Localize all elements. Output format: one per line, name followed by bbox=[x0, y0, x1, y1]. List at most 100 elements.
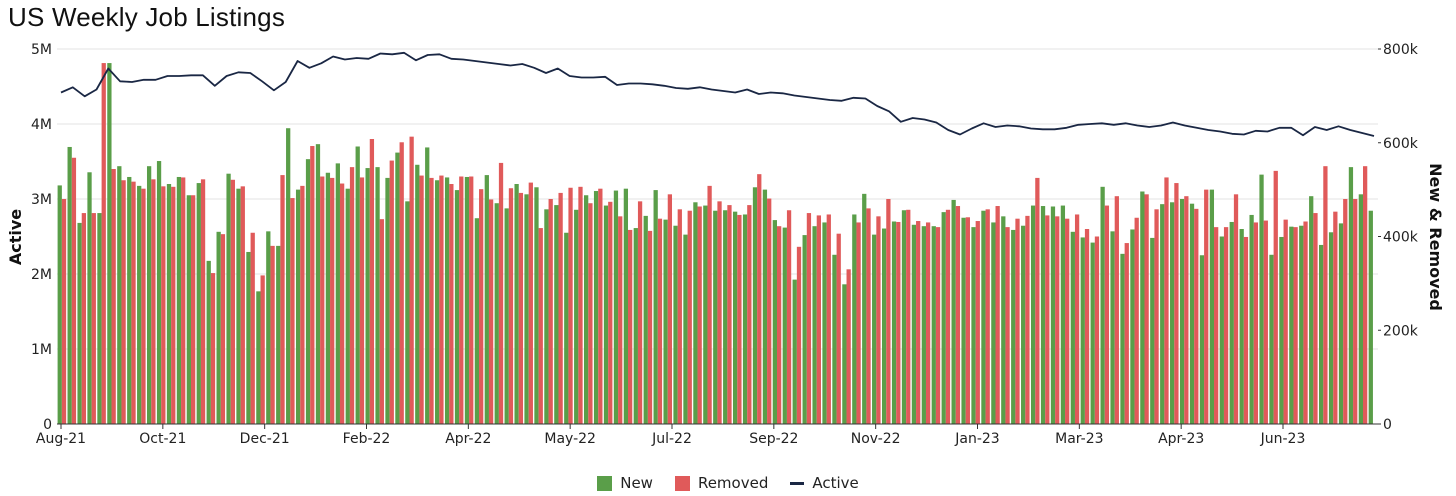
removed-bar bbox=[1134, 217, 1139, 424]
legend-item-active[interactable]: Active bbox=[790, 474, 859, 492]
y-right-tick-label: 200k bbox=[1383, 323, 1419, 339]
x-tick-label: Nov-22 bbox=[851, 431, 901, 447]
new-bar bbox=[1368, 210, 1373, 424]
removed-bar bbox=[220, 234, 226, 424]
removed-bar bbox=[767, 198, 772, 424]
new-bar bbox=[1011, 229, 1016, 424]
y-left-tick-label: 5M bbox=[31, 42, 52, 58]
new-bar bbox=[87, 172, 92, 424]
new-bar bbox=[931, 226, 936, 424]
new-bar bbox=[713, 210, 718, 424]
new-bar bbox=[127, 176, 132, 424]
new-bar bbox=[1110, 231, 1115, 424]
removed-bar bbox=[1045, 215, 1050, 424]
removed-bar bbox=[846, 269, 851, 424]
y-left-tick-label: 1M bbox=[31, 342, 52, 358]
removed-bar bbox=[111, 169, 116, 424]
new-swatch-icon bbox=[597, 475, 613, 491]
new-bar bbox=[603, 205, 609, 424]
new-bar bbox=[792, 279, 797, 424]
new-bar bbox=[723, 210, 728, 424]
legend-item-new[interactable]: New bbox=[597, 474, 653, 492]
new-bar bbox=[742, 214, 748, 424]
removed-bar bbox=[657, 218, 663, 424]
removed-bar bbox=[1214, 227, 1219, 424]
removed-bar bbox=[290, 198, 295, 424]
new-bar bbox=[554, 205, 559, 424]
removed-bar bbox=[588, 203, 593, 424]
removed-bar bbox=[1094, 236, 1100, 424]
new-bar bbox=[464, 176, 470, 424]
new-bar bbox=[852, 214, 857, 424]
removed-bar bbox=[637, 201, 643, 424]
new-bar bbox=[1189, 203, 1195, 424]
bar-series bbox=[57, 63, 1373, 424]
removed-bar bbox=[538, 228, 543, 424]
removed-bar bbox=[210, 273, 216, 424]
removed-bar bbox=[339, 183, 345, 424]
x-tick-label: Oct-21 bbox=[139, 431, 186, 447]
removed-bar bbox=[717, 201, 722, 424]
new-bar bbox=[186, 195, 191, 424]
new-bar bbox=[1100, 186, 1105, 424]
new-bar bbox=[1239, 229, 1244, 424]
new-bar bbox=[842, 284, 847, 424]
removed-bar bbox=[91, 213, 96, 424]
new-bar bbox=[484, 175, 489, 424]
new-bar bbox=[1050, 206, 1056, 424]
new-bar bbox=[345, 188, 350, 424]
removed-bar bbox=[1293, 227, 1298, 424]
new-bar bbox=[1309, 196, 1314, 424]
removed-bar bbox=[608, 201, 613, 424]
new-bar bbox=[1279, 236, 1284, 424]
new-bar bbox=[107, 63, 112, 424]
new-bar bbox=[623, 188, 629, 424]
removed-bar bbox=[1174, 183, 1179, 424]
removed-bar bbox=[886, 199, 891, 424]
removed-bar bbox=[836, 233, 841, 424]
removed-bar bbox=[985, 209, 990, 424]
removed-bar bbox=[628, 229, 633, 424]
removed-bar bbox=[995, 206, 1000, 424]
new-bar bbox=[911, 224, 917, 424]
new-bar bbox=[454, 190, 460, 424]
new-bar bbox=[137, 185, 142, 424]
new-bar bbox=[146, 166, 152, 424]
x-tick-label: Jul-22 bbox=[651, 431, 692, 447]
new-bar bbox=[1259, 174, 1264, 424]
x-tick-label: May-22 bbox=[544, 431, 596, 447]
removed-bar bbox=[896, 221, 901, 424]
removed-bar bbox=[876, 216, 881, 424]
new-bar bbox=[1328, 232, 1334, 424]
removed-bar bbox=[280, 175, 285, 424]
new-bar bbox=[494, 203, 499, 424]
removed-bar bbox=[1055, 216, 1060, 424]
new-bar bbox=[1319, 244, 1324, 424]
x-tick-label: Apr-23 bbox=[1158, 431, 1204, 447]
removed-bar bbox=[925, 222, 931, 424]
new-bar bbox=[206, 260, 211, 424]
removed-bar bbox=[737, 214, 742, 424]
removed-bar bbox=[131, 181, 136, 424]
new-bar bbox=[1090, 242, 1095, 424]
removed-bar bbox=[349, 167, 355, 424]
removed-bar bbox=[1104, 205, 1110, 424]
removed-bar bbox=[151, 179, 156, 424]
new-bar bbox=[832, 254, 837, 424]
removed-bar bbox=[161, 186, 166, 424]
x-tick-label: Jan-23 bbox=[954, 431, 999, 447]
new-bar bbox=[1070, 231, 1075, 424]
y-left-axis-title: Active bbox=[6, 209, 25, 265]
new-bar bbox=[1001, 216, 1006, 424]
x-tick-label: Dec-21 bbox=[240, 431, 290, 447]
removed-bar bbox=[121, 180, 126, 424]
removed-bar bbox=[727, 205, 732, 424]
removed-bar bbox=[1343, 199, 1348, 424]
removed-bar bbox=[558, 192, 563, 424]
new-bar bbox=[1060, 205, 1066, 424]
new-bar bbox=[961, 217, 966, 424]
removed-bar bbox=[1074, 214, 1080, 424]
removed-bar bbox=[1243, 236, 1249, 424]
removed-bar bbox=[359, 177, 365, 424]
legend-item-removed[interactable]: Removed bbox=[674, 474, 768, 492]
